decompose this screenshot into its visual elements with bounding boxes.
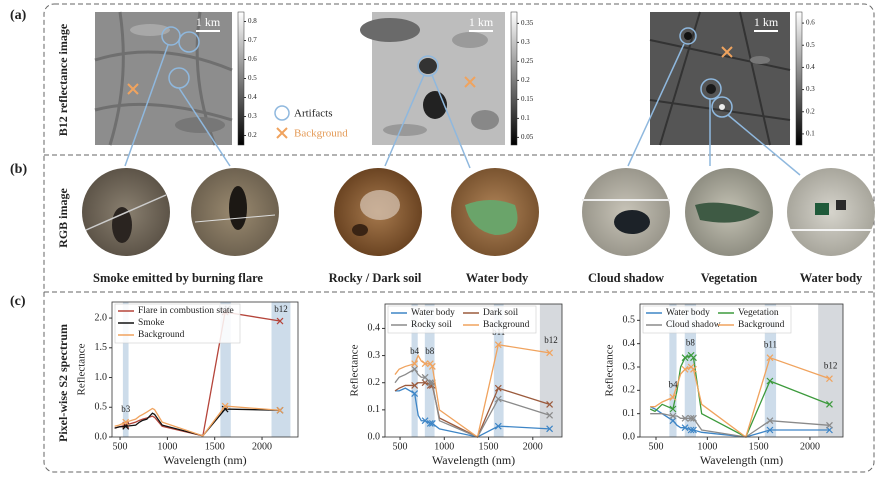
legend-label: Background (738, 320, 785, 330)
colorbar-tick-label: 0.1 (521, 114, 530, 122)
colorbar-tick-label: 0.2 (248, 131, 257, 139)
colorbar (238, 12, 244, 145)
y-axis-label: Reflectance (349, 344, 361, 396)
x-tick-label: 1000 (157, 441, 177, 452)
legend-label: Cloud shadow (666, 320, 721, 330)
band-label: b12 (824, 361, 838, 371)
colorbar-tick-label: 0.6 (248, 55, 257, 63)
scale-bar-label: 1 km (469, 15, 494, 29)
legend-label: Water body (666, 308, 710, 318)
legend-label: Background (483, 320, 530, 330)
y-tick-label: 2.0 (95, 312, 108, 323)
caption: Vegetation (701, 271, 758, 285)
x-axis-label: Wavelength (nm) (432, 453, 515, 467)
y-tick-label: 0.4 (368, 323, 381, 334)
panel-label: (a) (10, 8, 27, 23)
y-tick-label: 0.2 (623, 385, 636, 396)
x-tick-label: 1500 (479, 441, 499, 452)
y-tick-label: 0.1 (623, 408, 636, 419)
band-label: b12 (544, 335, 558, 345)
band-label: b8 (425, 346, 435, 356)
caption: Water body (466, 271, 529, 285)
colorbar-tick-label: 0.3 (806, 85, 815, 93)
legend-label: Rocky soil (411, 320, 452, 330)
legend-label: Artifacts (294, 108, 332, 120)
caption: Water body (800, 271, 863, 285)
caption: Smoke emitted by burning flare (93, 271, 263, 285)
band-label: b4 (668, 379, 678, 389)
caption: Cloud shadow (588, 271, 664, 285)
legend-label: Background (138, 330, 185, 340)
x-tick-label: 500 (393, 441, 408, 452)
y-tick-label: 1.0 (95, 372, 108, 383)
x-tick-label: 1000 (697, 441, 717, 452)
x-tick-label: 1500 (749, 441, 769, 452)
legend-label: Vegetation (738, 308, 779, 318)
legend-label: Background (294, 128, 348, 140)
legend-label: Smoke (138, 318, 164, 328)
rgb-images (82, 168, 875, 256)
scale-bar-label: 1 km (196, 15, 221, 29)
band-label: b8 (686, 337, 696, 347)
row-label: RGB image (56, 188, 70, 248)
caption: Rocky / Dark soil (329, 271, 422, 285)
x-tick-label: 500 (113, 441, 128, 452)
colorbar-tick-label: 0.1 (806, 130, 815, 138)
y-tick-label: 0.1 (368, 404, 381, 415)
colorbar-tick-label: 0.8 (248, 17, 257, 25)
colorbar-tick-label: 0.4 (248, 93, 257, 101)
colorbar-tick-label: 0.25 (521, 57, 534, 65)
scale-bar-label: 1 km (754, 15, 779, 29)
x-axis-label: Wavelength (nm) (700, 453, 783, 467)
y-axis-label: Reflectance (76, 343, 88, 395)
figure: (a) (b) (c) B12 reflectance image RGB im… (0, 0, 880, 477)
y-tick-label: 0.0 (95, 431, 108, 442)
colorbar-tick-label: 0.4 (806, 63, 815, 71)
legend-label: Dark soil (483, 308, 518, 318)
legend-label: Water body (411, 308, 455, 318)
y-tick-label: 0.3 (623, 361, 636, 372)
colorbar (511, 12, 517, 145)
x-tick-label: 1500 (205, 441, 225, 452)
y-axis-label: Reflectance (604, 344, 616, 396)
y-tick-label: 0.5 (95, 402, 108, 413)
y-tick-label: 0.4 (623, 338, 636, 349)
y-tick-label: 0.0 (368, 431, 381, 442)
band-label: b11 (764, 340, 777, 350)
legend-a: Artifacts Background (275, 106, 348, 140)
y-tick-label: 0.2 (368, 377, 381, 388)
y-tick-label: 0.5 (623, 315, 636, 326)
x-tick-label: 500 (649, 441, 664, 452)
colorbar-tick-label: 0.3 (248, 112, 257, 120)
colorbar-tick-label: 0.15 (521, 95, 534, 103)
colorbar-tick-label: 0.7 (248, 36, 257, 44)
legend-label: Flare in combustion state (138, 306, 234, 316)
colorbar-tick-label: 0.35 (521, 19, 534, 27)
y-tick-label: 1.5 (95, 342, 108, 353)
colorbar-tick-label: 0.3 (521, 38, 530, 46)
y-tick-label: 0.0 (623, 431, 636, 442)
x-tick-label: 2000 (523, 441, 543, 452)
panel-label: (c) (10, 294, 26, 309)
colorbar (796, 12, 802, 145)
band-label: b12 (274, 304, 288, 314)
colorbar-tick-label: 0.5 (806, 41, 815, 49)
x-tick-label: 2000 (800, 441, 820, 452)
colorbar-tick-label: 0.6 (806, 19, 815, 27)
band-label: b4 (410, 346, 420, 356)
colorbar-tick-label: 0.2 (806, 107, 815, 115)
y-tick-label: 0.3 (368, 350, 381, 361)
x-tick-label: 1000 (434, 441, 454, 452)
x-axis-label: Wavelength (nm) (163, 453, 246, 467)
colorbar-tick-label: 0.2 (521, 76, 530, 84)
panel-label: (b) (10, 162, 27, 177)
row-label: Pixel-wise S2 spectrum (56, 324, 70, 442)
colorbar-tick-label: 0.5 (248, 74, 257, 82)
x-tick-label: 2000 (252, 441, 272, 452)
row-label: B12 reflectance image (56, 23, 70, 136)
colorbar-tick-label: 0.05 (521, 133, 534, 141)
band-label: b3 (121, 404, 131, 414)
